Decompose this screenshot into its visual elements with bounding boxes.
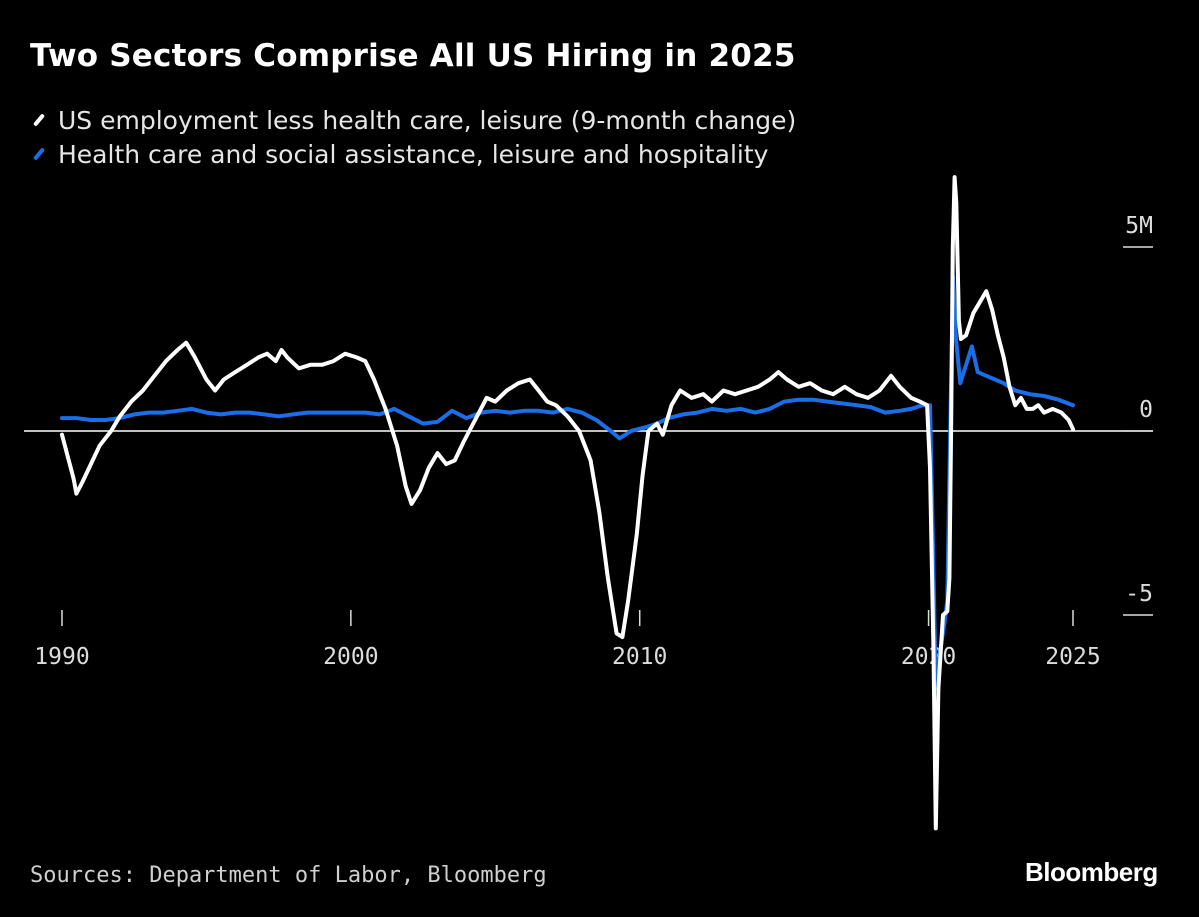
y-tick-label: 5M xyxy=(1125,213,1153,239)
x-tick-label: 2020 xyxy=(901,644,956,670)
x-tick-label: 2000 xyxy=(323,644,378,670)
axes: 5M 0 -5 1990 2000 2010 2020 2025 xyxy=(24,213,1153,670)
y-tick-label: -5 xyxy=(1125,581,1153,607)
series-layer xyxy=(60,175,1075,831)
series-line-us-employment xyxy=(60,175,1075,831)
source-note: Sources: Department of Labor, Bloomberg xyxy=(30,863,547,888)
x-tick-label: 2025 xyxy=(1045,644,1100,670)
legend-item-health-leisure: Health care and social assistance, leisu… xyxy=(30,138,768,170)
legend-item-us-employment: US employment less health care, leisure … xyxy=(30,104,796,136)
bloomberg-logo: Bloomberg xyxy=(1025,857,1158,887)
legend-label: US employment less health care, leisure … xyxy=(58,105,797,135)
y-tick-label: 0 xyxy=(1139,397,1153,423)
x-tick-label: 2010 xyxy=(612,644,667,670)
x-tick-label: 1990 xyxy=(34,644,89,670)
legend-label: Health care and social assistance, leisu… xyxy=(58,139,769,169)
series-line-health-leisure xyxy=(60,274,1075,691)
chart-title: Two Sectors Comprise All US Hiring in 20… xyxy=(30,38,796,74)
